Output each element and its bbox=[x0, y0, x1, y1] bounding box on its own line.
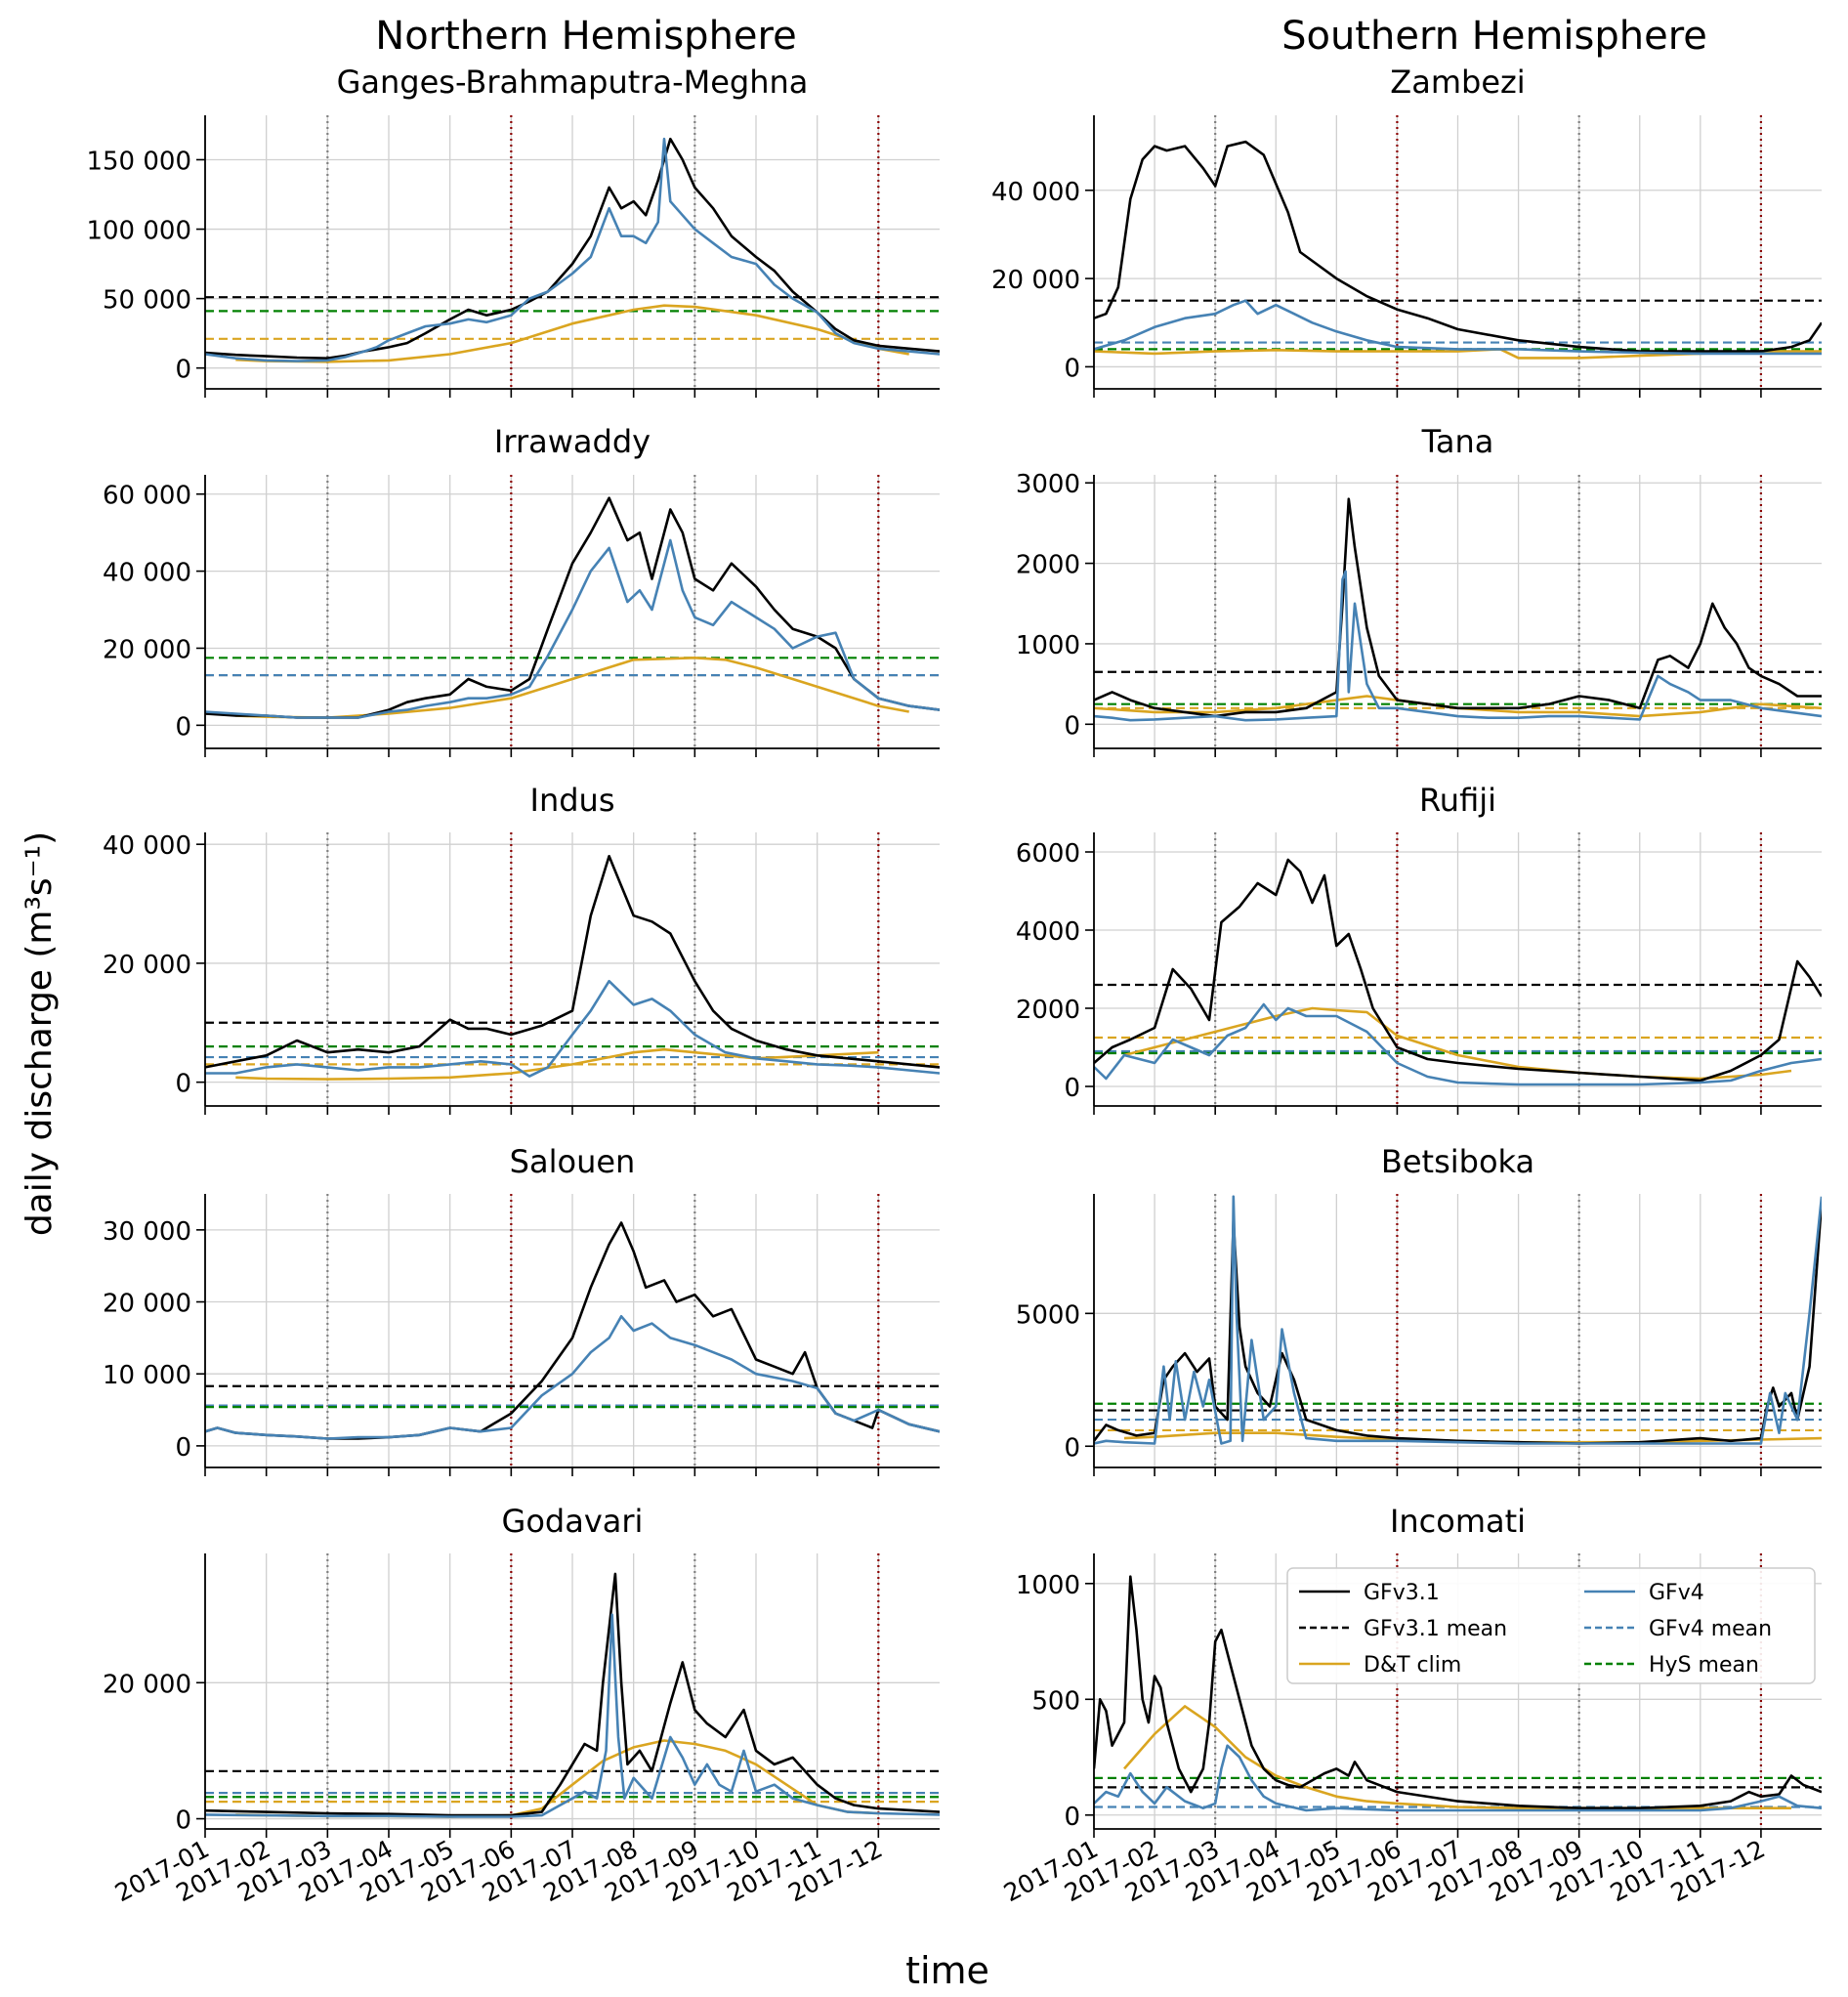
y-tick-label: 0 bbox=[175, 1070, 191, 1099]
legend-label: D&T clim bbox=[1364, 1653, 1461, 1678]
plot-area bbox=[1094, 858, 1822, 1086]
y-tick-label: 1000 bbox=[1016, 1571, 1080, 1600]
series-gfv3-1 bbox=[205, 1572, 940, 1817]
panel-title: Indus bbox=[530, 782, 615, 819]
y-tick-label: 0 bbox=[1064, 1433, 1080, 1463]
y-tick-label: 0 bbox=[1064, 1803, 1080, 1832]
plot-area bbox=[205, 137, 940, 363]
x-axis-label: time bbox=[905, 1949, 989, 1992]
y-tick-label: 150 000 bbox=[86, 147, 191, 176]
y-tick-label: 30 000 bbox=[103, 1217, 191, 1247]
legend-label: GFv4 bbox=[1649, 1581, 1704, 1605]
y-tick-label: 10 000 bbox=[103, 1361, 191, 1390]
panel-title: Betsiboka bbox=[1381, 1143, 1534, 1180]
panel-title: Rufiji bbox=[1419, 782, 1496, 819]
y-tick-label: 500 bbox=[1031, 1686, 1080, 1716]
panel-title: Godavari bbox=[502, 1503, 644, 1540]
column-title-south: Southern Hemisphere bbox=[1281, 14, 1707, 59]
panel-NH-2: Irrawaddy 0 20 000 40 000 60 000 bbox=[103, 423, 940, 757]
panel-SH-1: Zambezi 0 20 000 40 000 bbox=[991, 64, 1822, 398]
series-d-t-clim bbox=[235, 304, 909, 363]
y-tick-label: 0 bbox=[1064, 354, 1080, 383]
y-tick-label: 3000 bbox=[1016, 470, 1080, 499]
plot-area bbox=[205, 1572, 940, 1818]
panel-NH-4: Salouen 0 10 000 20 000 30 000 bbox=[103, 1143, 940, 1476]
plot-area bbox=[1094, 497, 1822, 722]
y-axis-label: daily discharge (m³s⁻¹) bbox=[20, 831, 60, 1236]
y-tick-label: 50 000 bbox=[103, 286, 191, 316]
y-tick-label: 2000 bbox=[1016, 551, 1080, 580]
y-tick-label: 4000 bbox=[1016, 917, 1080, 947]
y-tick-label: 0 bbox=[175, 1433, 191, 1463]
series-gfv4 bbox=[205, 979, 940, 1078]
panel-title: Zambezi bbox=[1390, 64, 1525, 101]
y-tick-label: 1000 bbox=[1016, 631, 1080, 660]
y-tick-label: 40 000 bbox=[103, 831, 191, 861]
panel-title: Incomati bbox=[1390, 1503, 1526, 1540]
y-tick-label: 20 000 bbox=[103, 1670, 191, 1699]
panel-title: Irrawaddy bbox=[494, 423, 651, 460]
legend-label: HyS mean bbox=[1649, 1653, 1759, 1678]
y-tick-label: 5000 bbox=[1016, 1300, 1080, 1330]
series-gfv4 bbox=[1094, 299, 1822, 356]
y-tick-label: 0 bbox=[1064, 1074, 1080, 1103]
series-gfv4 bbox=[205, 538, 940, 719]
series-gfv4 bbox=[205, 1315, 940, 1440]
y-tick-label: 20 000 bbox=[103, 1290, 191, 1319]
y-tick-label: 2000 bbox=[1016, 996, 1080, 1025]
y-tick-label: 20 000 bbox=[103, 951, 191, 980]
plot-area bbox=[1094, 1195, 1822, 1445]
panel-title: Ganges-Brahmaputra-Meghna bbox=[337, 64, 809, 101]
y-tick-label: 0 bbox=[175, 1806, 191, 1836]
plot-area bbox=[205, 496, 940, 719]
panel-SH-3: Rufiji 0 2000 4000 6000 bbox=[1016, 782, 1822, 1115]
plot-area bbox=[1094, 140, 1822, 360]
y-tick-label: 20 000 bbox=[103, 635, 191, 664]
panel-title: Tana bbox=[1421, 423, 1494, 460]
y-tick-label: 0 bbox=[175, 356, 191, 385]
legend-label: GFv3.1 mean bbox=[1364, 1617, 1507, 1641]
series-gfv4 bbox=[1094, 1195, 1822, 1445]
y-tick-label: 40 000 bbox=[991, 178, 1080, 207]
column-title-north: Northern Hemisphere bbox=[375, 14, 796, 59]
y-tick-label: 0 bbox=[175, 712, 191, 742]
series-gfv3-1 bbox=[205, 854, 940, 1069]
legend-box bbox=[1286, 1567, 1816, 1684]
panel-SH-2: Tana 0 1000 2000 3000 bbox=[1016, 423, 1822, 757]
series-d-t-clim bbox=[1123, 1006, 1792, 1081]
y-tick-label: 6000 bbox=[1016, 839, 1080, 869]
y-tick-label: 60 000 bbox=[103, 482, 191, 511]
panel-title: Salouen bbox=[510, 1143, 636, 1180]
y-tick-label: 0 bbox=[1064, 711, 1080, 741]
series-gfv3-1 bbox=[1094, 858, 1822, 1083]
legend: GFv3.1 GFv4 GFv3.1 mean GFv4 mean D&T clim Hy… bbox=[1286, 1567, 1816, 1684]
panel-NH-1: Ganges-Brahmaputra-Meghna 0 50 000 100 000 1… bbox=[86, 64, 940, 398]
panel-NH-3: Indus 0 20 000 40 000 bbox=[103, 782, 940, 1115]
plot-area bbox=[1094, 1575, 1822, 1812]
y-tick-label: 20 000 bbox=[991, 266, 1080, 295]
series-gfv3-1 bbox=[1094, 1575, 1822, 1809]
y-tick-label: 100 000 bbox=[86, 217, 191, 246]
series-gfv4 bbox=[1094, 1744, 1822, 1812]
series-gfv3-1 bbox=[1094, 497, 1822, 718]
legend-label: GFv3.1 bbox=[1364, 1581, 1440, 1605]
plot-area bbox=[205, 854, 940, 1081]
series-gfv4 bbox=[1094, 570, 1822, 722]
panels: Ganges-Brahmaputra-Meghna 0 50 000 100 000 1… bbox=[86, 64, 1822, 1907]
legend-label: GFv4 mean bbox=[1649, 1617, 1772, 1641]
series-gfv4 bbox=[205, 137, 940, 362]
series-gfv4 bbox=[205, 1613, 940, 1818]
panel-SH-4: Betsiboka 0 5000 bbox=[1016, 1143, 1822, 1476]
plot-area bbox=[205, 1221, 940, 1440]
series-gfv3-1 bbox=[1094, 140, 1822, 353]
series-gfv4 bbox=[1094, 1002, 1822, 1086]
y-tick-label: 40 000 bbox=[103, 559, 191, 588]
